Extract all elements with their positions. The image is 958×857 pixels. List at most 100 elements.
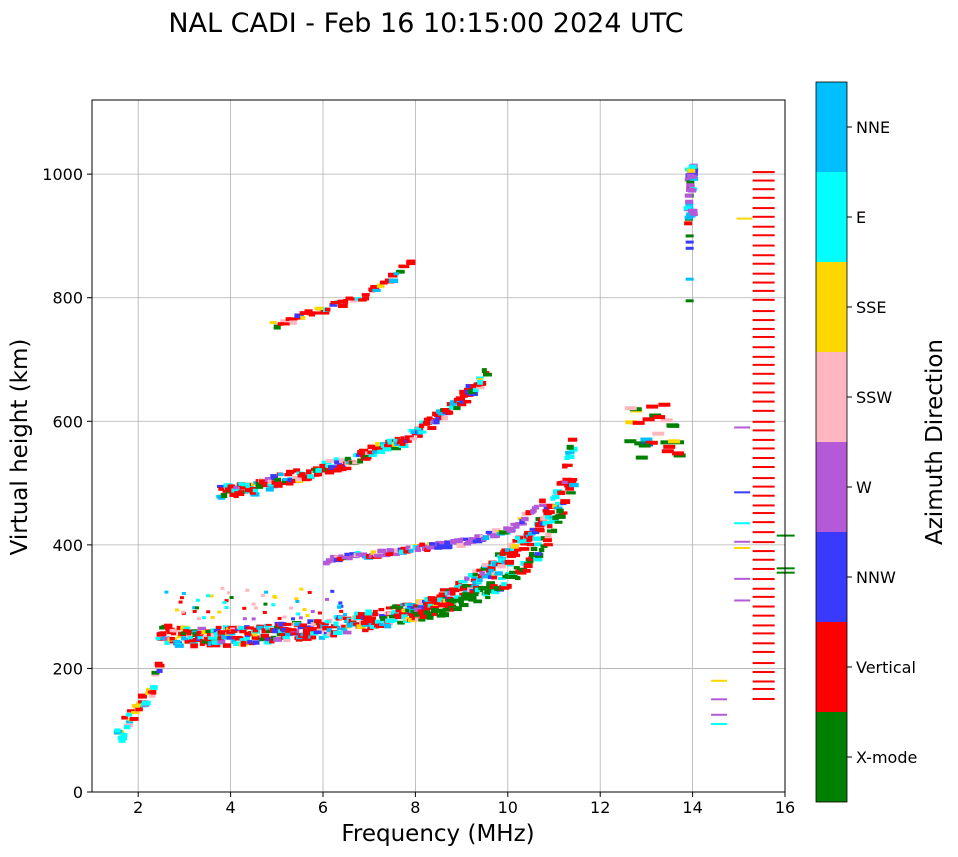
echo-mark bbox=[357, 612, 367, 617]
echo-mark bbox=[439, 588, 450, 592]
echo-mark bbox=[684, 177, 693, 182]
echo-mark bbox=[752, 687, 775, 690]
echo-mark bbox=[224, 599, 229, 603]
echo-mark bbox=[354, 611, 360, 616]
echo-mark bbox=[280, 319, 289, 323]
echo-mark bbox=[367, 450, 374, 455]
echo-mark bbox=[211, 640, 222, 645]
echo-mark bbox=[566, 444, 574, 450]
echo-mark bbox=[476, 568, 483, 572]
echo-mark bbox=[233, 493, 239, 499]
echo-mark bbox=[313, 630, 322, 635]
echo-mark bbox=[125, 720, 134, 724]
echo-mark bbox=[498, 557, 506, 563]
echo-mark bbox=[399, 441, 406, 446]
echo-mark bbox=[530, 546, 538, 552]
echo-mark bbox=[513, 553, 521, 558]
echo-mark bbox=[302, 608, 307, 612]
echo-mark bbox=[398, 611, 407, 616]
echo-mark bbox=[485, 596, 491, 600]
echo-mark bbox=[734, 599, 751, 602]
plot-frame bbox=[91, 99, 786, 793]
echo-mark bbox=[467, 389, 476, 395]
echo-mark bbox=[366, 619, 376, 623]
echo-mark bbox=[734, 540, 751, 543]
echo-mark bbox=[277, 616, 282, 620]
echo-mark bbox=[683, 206, 692, 211]
echo-mark bbox=[471, 577, 481, 581]
echo-mark bbox=[207, 636, 218, 640]
echo-mark bbox=[220, 586, 225, 590]
echo-mark bbox=[506, 552, 517, 558]
echo-mark bbox=[156, 668, 163, 673]
echo-mark bbox=[308, 312, 316, 317]
echo-mark bbox=[125, 712, 133, 717]
echo-mark bbox=[414, 548, 422, 553]
echo-mark bbox=[752, 438, 775, 441]
echo-mark bbox=[481, 368, 487, 374]
echo-mark bbox=[403, 619, 411, 623]
echo-mark bbox=[380, 443, 386, 448]
echo-mark bbox=[474, 534, 483, 539]
echo-mark bbox=[245, 626, 255, 630]
echo-mark bbox=[337, 299, 344, 304]
echo-mark bbox=[294, 597, 299, 601]
echo-mark bbox=[218, 487, 225, 491]
echo-mark bbox=[337, 605, 342, 609]
echo-mark bbox=[433, 601, 441, 605]
echo-mark bbox=[302, 636, 312, 641]
echo-mark bbox=[342, 613, 347, 617]
echo-mark bbox=[388, 550, 397, 556]
echo-mark bbox=[476, 385, 485, 390]
echo-mark bbox=[238, 482, 244, 486]
echo-mark bbox=[752, 420, 775, 423]
echo-mark bbox=[320, 310, 330, 315]
echo-mark bbox=[282, 635, 290, 640]
echo-mark bbox=[418, 430, 427, 434]
echo-mark bbox=[513, 524, 520, 529]
echo-mark bbox=[384, 623, 392, 629]
echo-mark bbox=[296, 612, 301, 616]
echo-mark bbox=[634, 441, 647, 446]
echo-mark bbox=[445, 601, 455, 606]
y-tick-label: 600 bbox=[52, 412, 83, 431]
echo-mark bbox=[372, 609, 378, 615]
echo-mark bbox=[468, 537, 477, 543]
echo-mark bbox=[226, 591, 231, 595]
echo-mark bbox=[117, 735, 128, 741]
echo-mark bbox=[532, 530, 540, 535]
echo-mark bbox=[242, 617, 247, 621]
echo-mark bbox=[464, 389, 471, 395]
echo-mark bbox=[433, 419, 440, 425]
echo-mark bbox=[542, 509, 550, 513]
echo-mark bbox=[560, 499, 571, 505]
echo-mark bbox=[317, 611, 322, 615]
echo-mark bbox=[255, 482, 263, 486]
echo-mark bbox=[423, 610, 430, 615]
x-tick-label: 16 bbox=[775, 798, 795, 817]
echo-mark bbox=[151, 673, 159, 677]
echo-mark bbox=[684, 215, 693, 220]
echo-mark bbox=[493, 534, 501, 538]
echo-mark bbox=[280, 322, 290, 326]
echo-mark bbox=[472, 569, 481, 573]
echo-mark bbox=[635, 455, 648, 460]
echo-mark bbox=[527, 531, 536, 536]
echo-mark bbox=[457, 599, 464, 604]
echo-mark bbox=[357, 458, 364, 464]
echo-mark bbox=[289, 606, 294, 610]
echo-mark bbox=[375, 442, 381, 447]
echo-mark bbox=[445, 410, 454, 415]
echo-mark bbox=[734, 577, 751, 580]
echo-mark bbox=[530, 508, 536, 514]
colorbar-tick-label: W bbox=[856, 478, 872, 497]
echo-mark bbox=[388, 278, 399, 284]
echo-mark bbox=[245, 588, 250, 592]
echo-mark bbox=[454, 595, 461, 599]
echo-mark bbox=[154, 661, 163, 667]
echo-mark bbox=[561, 480, 569, 485]
colorbar-frame bbox=[815, 81, 848, 803]
echo-mark bbox=[262, 610, 267, 614]
echo-mark bbox=[362, 628, 369, 633]
echo-mark bbox=[324, 597, 329, 601]
